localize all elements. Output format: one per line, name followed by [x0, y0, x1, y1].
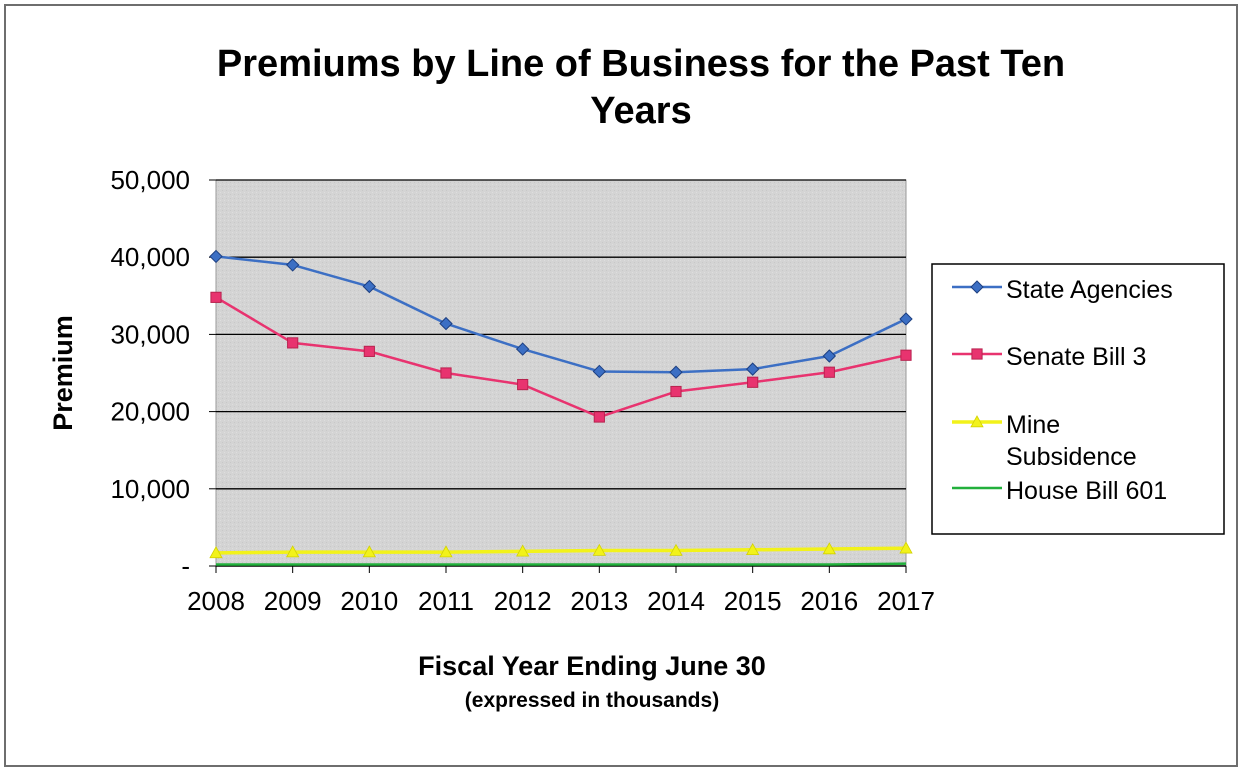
data-point	[517, 378, 529, 391]
y-tick-label: 30,000	[110, 319, 190, 349]
data-point	[670, 385, 682, 398]
plot-area	[215, 179, 907, 567]
data-point	[209, 546, 223, 559]
x-tick-label: 2012	[494, 586, 552, 616]
data-point	[822, 542, 837, 555]
legend-label: State Agencies	[1006, 276, 1173, 304]
chart-frame: Premiums by Line of Business for the Pas…	[4, 4, 1238, 767]
series-line	[215, 546, 907, 555]
data-point	[440, 367, 452, 379]
x-axis: 2008 2009 2010 2011 2012 2013 2014 2015 2016 2017	[187, 565, 935, 616]
data-point	[900, 349, 912, 361]
y-axis-title: Premium	[48, 315, 78, 431]
legend-label: Mine	[1006, 411, 1060, 439]
x-axis-subtitle: (expressed in thousands)	[465, 689, 719, 712]
data-point	[362, 545, 377, 558]
data-point	[363, 345, 375, 357]
chart-title-line-2: Years	[590, 90, 691, 132]
y-tick-label: 50,000	[110, 165, 190, 195]
data-point	[747, 376, 759, 388]
series-line	[215, 296, 907, 419]
x-tick-label: 2016	[800, 586, 858, 616]
data-point	[669, 365, 683, 379]
x-tick-label: 2013	[570, 586, 628, 616]
data-point	[822, 349, 837, 363]
data-point	[669, 543, 683, 556]
data-point	[285, 258, 300, 272]
y-tick-label: 10,000	[110, 474, 190, 504]
series-senate-bill-3	[210, 291, 912, 423]
x-tick-label: 2008	[187, 586, 245, 616]
y-tick-label: 20,000	[110, 397, 190, 427]
series-layer	[209, 249, 913, 566]
y-tick-label: -	[181, 551, 190, 581]
data-point	[209, 249, 223, 264]
legend-entry: House Bill 601	[952, 477, 1167, 505]
series-mine-subsidence	[209, 541, 913, 559]
legend-entry: Mine Subsidence	[952, 411, 1137, 471]
series-line	[216, 562, 907, 566]
legend-label: Subsidence	[1006, 443, 1137, 471]
x-axis-title: Fiscal Year Ending June 30	[418, 651, 766, 681]
data-point	[210, 291, 222, 303]
y-tick-label: 40,000	[110, 242, 190, 272]
gridlines	[216, 179, 906, 490]
x-tick-label: 2017	[877, 586, 935, 616]
data-point	[592, 364, 607, 379]
data-point	[515, 342, 530, 356]
legend-label: Senate Bill 3	[1006, 343, 1146, 371]
data-point	[899, 541, 913, 554]
data-point	[285, 545, 300, 558]
data-point	[287, 337, 299, 349]
legend-label: House Bill 601	[1006, 477, 1167, 505]
data-point	[515, 544, 530, 557]
data-point	[970, 415, 984, 428]
data-point	[439, 545, 453, 558]
data-point	[439, 316, 453, 331]
data-point	[745, 542, 760, 555]
legend-entry: State Agencies	[952, 276, 1173, 304]
line-chart: Premiums by Line of Business for the Pas…	[48, 43, 1225, 712]
legend-items: State Agencies Senate Bill 3 Mine Subsidenc…	[952, 276, 1173, 505]
series-line	[215, 255, 907, 374]
legend-entry: Senate Bill 3	[952, 343, 1146, 371]
data-point	[593, 411, 605, 423]
data-point	[899, 312, 913, 326]
data-point	[971, 348, 983, 360]
data-point	[592, 543, 607, 556]
x-tick-label: 2010	[340, 586, 398, 616]
legend: State Agencies Senate Bill 3 Mine Subsidenc…	[931, 263, 1225, 535]
x-tick-label: 2009	[264, 586, 322, 616]
chart-title: Premiums by Line of Business for the Pas…	[217, 43, 1065, 132]
series-state-agencies	[209, 249, 913, 379]
series-house-bill-601	[216, 562, 907, 566]
data-point	[745, 362, 760, 376]
x-tick-label: 2011	[418, 586, 474, 616]
y-axis: - 10,000 20,000 30,000 40,000 50,000	[110, 165, 216, 581]
data-point	[362, 279, 377, 294]
data-point	[970, 280, 984, 294]
chart-title-line-1: Premiums by Line of Business for the Pas…	[217, 43, 1065, 85]
x-tick-label: 2015	[724, 586, 782, 616]
x-tick-label: 2014	[647, 586, 705, 616]
data-point	[823, 366, 835, 378]
